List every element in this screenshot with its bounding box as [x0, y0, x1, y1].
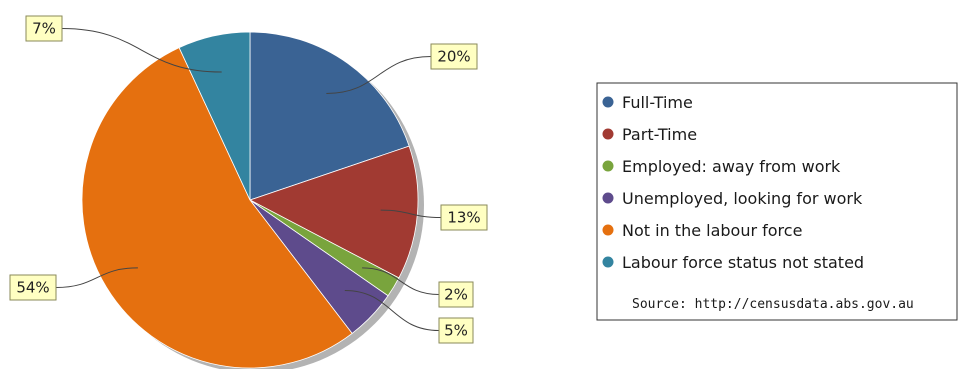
- percentage-label-box: [438, 281, 474, 308]
- leader-line: [362, 267, 440, 295]
- legend-swatch: [602, 224, 614, 236]
- legend-box: [596, 82, 958, 321]
- legend-label: Employed: away from work: [622, 157, 841, 176]
- percentage-label-box: [430, 43, 478, 70]
- percentage-labels: 20% 13% 2% 5% 54% 7%: [9, 15, 488, 344]
- legend-label: Full-Time: [622, 93, 693, 112]
- legend: Full-Time Part-Time Employed: away from wo…: [596, 82, 958, 321]
- percentage-label: 54%: [16, 279, 49, 297]
- percentage-label-box: [25, 15, 63, 42]
- legend-label: Not in the labour force: [622, 221, 802, 240]
- pie-slice-not-in-the-labour-force: [81, 47, 353, 369]
- pie-slice-full-time: [249, 31, 410, 201]
- leader-line: [61, 28, 222, 73]
- legend-label: Part-Time: [622, 125, 697, 144]
- percentage-label-box: [438, 317, 474, 344]
- leader-line: [326, 56, 432, 95]
- legend-label: Labour force status not stated: [622, 253, 864, 272]
- legend-swatch: [602, 96, 614, 108]
- legend-source-text: Source: http://censusdata.abs.gov.au: [632, 297, 914, 312]
- percentage-label-box: [440, 204, 488, 231]
- percentage-label: 5%: [444, 322, 468, 340]
- legend-items: Full-Time Part-Time Employed: away from wo…: [602, 93, 864, 272]
- legend-swatch: [602, 128, 614, 140]
- pie-slice-labour-force-status-not-stated: [178, 31, 251, 201]
- pie-slices: [81, 31, 419, 369]
- percentage-label: 13%: [447, 209, 480, 227]
- legend-swatch: [602, 160, 614, 172]
- leader-lines: [55, 28, 442, 331]
- leader-line: [55, 267, 138, 288]
- percentage-label: 2%: [444, 286, 468, 304]
- leader-line: [344, 289, 440, 331]
- legend-label: Unemployed, looking for work: [622, 189, 863, 208]
- percentage-label: 20%: [437, 48, 470, 66]
- percentage-label: 7%: [32, 20, 56, 38]
- legend-swatch: [602, 256, 614, 268]
- pie-slice-part-time: [248, 145, 419, 279]
- leader-line: [380, 209, 442, 218]
- legend-swatch: [602, 192, 614, 204]
- percentage-label-box: [9, 274, 57, 301]
